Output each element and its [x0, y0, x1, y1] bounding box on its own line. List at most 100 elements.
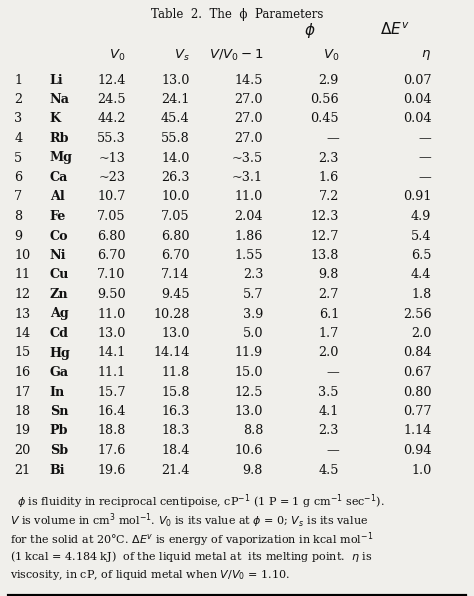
Text: 45.4: 45.4: [161, 113, 190, 126]
Text: Hg: Hg: [50, 346, 71, 359]
Text: 13.0: 13.0: [235, 405, 263, 418]
Text: 9.50: 9.50: [97, 288, 126, 301]
Text: $\phi$: $\phi$: [304, 20, 316, 39]
Text: 7: 7: [14, 191, 22, 203]
Text: 6.70: 6.70: [161, 249, 190, 262]
Text: 1.55: 1.55: [235, 249, 263, 262]
Text: Ni: Ni: [50, 249, 66, 262]
Text: 2.56: 2.56: [403, 308, 431, 321]
Text: 27.0: 27.0: [235, 113, 263, 126]
Text: 17: 17: [14, 386, 30, 399]
Text: 2: 2: [14, 93, 22, 106]
Text: Cu: Cu: [50, 269, 69, 281]
Text: 0.45: 0.45: [310, 113, 339, 126]
Text: 0.07: 0.07: [403, 73, 431, 86]
Text: 55.3: 55.3: [97, 132, 126, 145]
Text: 1.86: 1.86: [235, 229, 263, 243]
Text: 6.1: 6.1: [319, 308, 339, 321]
Text: 5.7: 5.7: [243, 288, 263, 301]
Text: 4.1: 4.1: [319, 405, 339, 418]
Text: $V/V_0-1$: $V/V_0-1$: [209, 48, 263, 63]
Text: $V_0$: $V_0$: [109, 48, 126, 63]
Text: 14.1: 14.1: [97, 346, 126, 359]
Text: 19: 19: [14, 424, 30, 437]
Text: 20: 20: [14, 444, 30, 457]
Text: 27.0: 27.0: [235, 93, 263, 106]
Text: 4.5: 4.5: [319, 464, 339, 476]
Text: Mg: Mg: [50, 151, 73, 164]
Text: 8.8: 8.8: [243, 424, 263, 437]
Text: 4: 4: [14, 132, 22, 145]
Text: 7.05: 7.05: [97, 210, 126, 223]
Text: 2.9: 2.9: [319, 73, 339, 86]
Text: Ca: Ca: [50, 171, 68, 184]
Text: Fe: Fe: [50, 210, 66, 223]
Text: 3.5: 3.5: [319, 386, 339, 399]
Text: —: —: [419, 151, 431, 164]
Text: 16.4: 16.4: [97, 405, 126, 418]
Text: 0.04: 0.04: [403, 93, 431, 106]
Text: 19.6: 19.6: [97, 464, 126, 476]
Text: 6.70: 6.70: [97, 249, 126, 262]
Text: 9: 9: [14, 229, 22, 243]
Text: 1: 1: [14, 73, 22, 86]
Text: 15.0: 15.0: [235, 366, 263, 379]
Text: 27.0: 27.0: [235, 132, 263, 145]
Text: 17.6: 17.6: [97, 444, 126, 457]
Text: $V$ is volume in cm$^3$ mol$^{-1}$. $V_0$ is its value at $\phi$ = 0; $V_s$ is i: $V$ is volume in cm$^3$ mol$^{-1}$. $V_0…: [10, 511, 368, 530]
Text: 18.8: 18.8: [97, 424, 126, 437]
Text: 2.7: 2.7: [319, 288, 339, 301]
Text: 10.0: 10.0: [161, 191, 190, 203]
Text: ~3.5: ~3.5: [232, 151, 263, 164]
Text: 12.5: 12.5: [235, 386, 263, 399]
Text: 0.94: 0.94: [403, 444, 431, 457]
Text: In: In: [50, 386, 65, 399]
Text: Rb: Rb: [50, 132, 69, 145]
Text: Co: Co: [50, 229, 68, 243]
Text: 55.8: 55.8: [161, 132, 190, 145]
Text: 6: 6: [14, 171, 22, 184]
Text: 44.2: 44.2: [97, 113, 126, 126]
Text: Table  2.  The  ϕ  Parameters: Table 2. The ϕ Parameters: [151, 8, 323, 21]
Text: Zn: Zn: [50, 288, 68, 301]
Text: 14.0: 14.0: [161, 151, 190, 164]
Text: $V_s$: $V_s$: [174, 48, 190, 63]
Text: 2.3: 2.3: [319, 424, 339, 437]
Text: 8: 8: [14, 210, 22, 223]
Text: 11.0: 11.0: [97, 308, 126, 321]
Text: 9.8: 9.8: [243, 464, 263, 476]
Text: 6.5: 6.5: [411, 249, 431, 262]
Text: (1 kcal = 4.184 kJ)  of the liquid metal at  its melting point.  $\eta$ is: (1 kcal = 4.184 kJ) of the liquid metal …: [10, 549, 373, 564]
Text: for the solid at 20°C. $\Delta E^v$ is energy of vaporization in kcal mol$^{-1}$: for the solid at 20°C. $\Delta E^v$ is e…: [10, 530, 374, 548]
Text: 18: 18: [14, 405, 30, 418]
Text: 18.4: 18.4: [161, 444, 190, 457]
Text: 7.2: 7.2: [319, 191, 339, 203]
Text: 13: 13: [14, 308, 30, 321]
Text: 1.0: 1.0: [411, 464, 431, 476]
Text: Sn: Sn: [50, 405, 68, 418]
Text: 9.8: 9.8: [319, 269, 339, 281]
Text: ~3.1: ~3.1: [232, 171, 263, 184]
Text: 11.8: 11.8: [161, 366, 190, 379]
Text: 6.80: 6.80: [161, 229, 190, 243]
Text: 12.7: 12.7: [310, 229, 339, 243]
Text: 14: 14: [14, 327, 30, 340]
Text: 0.80: 0.80: [403, 386, 431, 399]
Text: 2.3: 2.3: [319, 151, 339, 164]
Text: $\phi$ is fluidity in reciprocal centipoise, cP$^{-1}$ (1 P = 1 g cm$^{-1}$ sec$: $\phi$ is fluidity in reciprocal centipo…: [10, 492, 384, 511]
Text: 5: 5: [14, 151, 22, 164]
Text: 13.8: 13.8: [310, 249, 339, 262]
Text: 15.8: 15.8: [161, 386, 190, 399]
Text: Bi: Bi: [50, 464, 65, 476]
Text: 0.56: 0.56: [310, 93, 339, 106]
Text: 4.9: 4.9: [411, 210, 431, 223]
Text: Ag: Ag: [50, 308, 69, 321]
Text: 7.14: 7.14: [161, 269, 190, 281]
Text: $\eta$: $\eta$: [421, 48, 431, 62]
Text: 14.5: 14.5: [235, 73, 263, 86]
Text: 16.3: 16.3: [161, 405, 190, 418]
Text: ~23: ~23: [99, 171, 126, 184]
Text: Sb: Sb: [50, 444, 68, 457]
Text: Na: Na: [50, 93, 70, 106]
Text: 12.4: 12.4: [97, 73, 126, 86]
